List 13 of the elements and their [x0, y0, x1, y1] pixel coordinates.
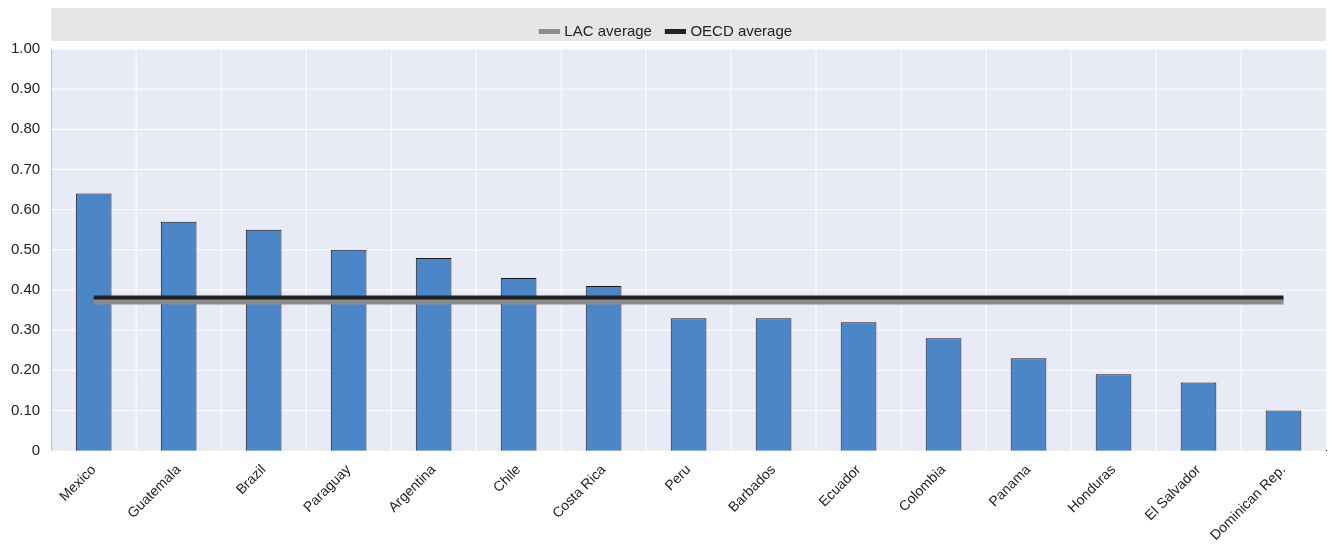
y-tick-label: 0.60: [10, 199, 41, 217]
y-tick-label: 0.10: [10, 400, 41, 418]
y-tick-label: 0.40: [10, 280, 41, 298]
y-tick-label: 0.50: [10, 239, 41, 257]
y-tick-label: 0.20: [10, 360, 41, 378]
y-tick-label: 0.30: [10, 320, 41, 338]
y-tick-label: 0.80: [10, 119, 41, 137]
y-tick-label: 1.00: [10, 39, 41, 57]
y-tick-label: 0.70: [10, 159, 41, 177]
legend-label: LAC average: [564, 21, 652, 39]
legend-label: OECD average: [690, 21, 793, 39]
y-tick-label: 0: [31, 440, 41, 458]
y-tick-label: 0.90: [10, 79, 41, 97]
